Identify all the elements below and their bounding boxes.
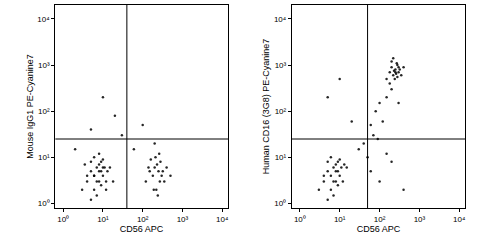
svg-text:10³: 10³ [275,61,287,70]
svg-text:Human CD16 (3G8) PE-Cyanine7: Human CD16 (3G8) PE-Cyanine7 [261,39,271,175]
svg-text:10²: 10² [275,107,287,116]
svg-text:10³: 10³ [414,215,426,224]
svg-text:10⁰: 10⁰ [57,215,69,224]
svg-text:CD56 APC: CD56 APC [120,224,164,234]
svg-text:10¹: 10¹ [275,153,287,162]
svg-text:10⁴: 10⁴ [216,215,229,224]
svg-text:10⁴: 10⁴ [453,215,466,224]
svg-text:10⁰: 10⁰ [38,199,50,208]
svg-text:10⁴: 10⁴ [37,15,50,24]
svg-text:10⁰: 10⁰ [274,199,286,208]
svg-text:10¹: 10¹ [38,153,50,162]
svg-text:CD56 APC: CD56 APC [357,224,401,234]
svg-text:10⁰: 10⁰ [294,215,306,224]
svg-text:10³: 10³ [38,61,50,70]
svg-text:10⁴: 10⁴ [274,15,287,24]
svg-text:10²: 10² [137,215,149,224]
svg-text:10¹: 10¹ [97,215,109,224]
svg-text:10³: 10³ [177,215,189,224]
svg-text:10²: 10² [38,107,50,116]
svg-text:Mouse IgG1 PE-Cyanine7: Mouse IgG1 PE-Cyanine7 [25,54,35,159]
svg-text:10¹: 10¹ [334,215,346,224]
svg-text:10²: 10² [374,215,386,224]
